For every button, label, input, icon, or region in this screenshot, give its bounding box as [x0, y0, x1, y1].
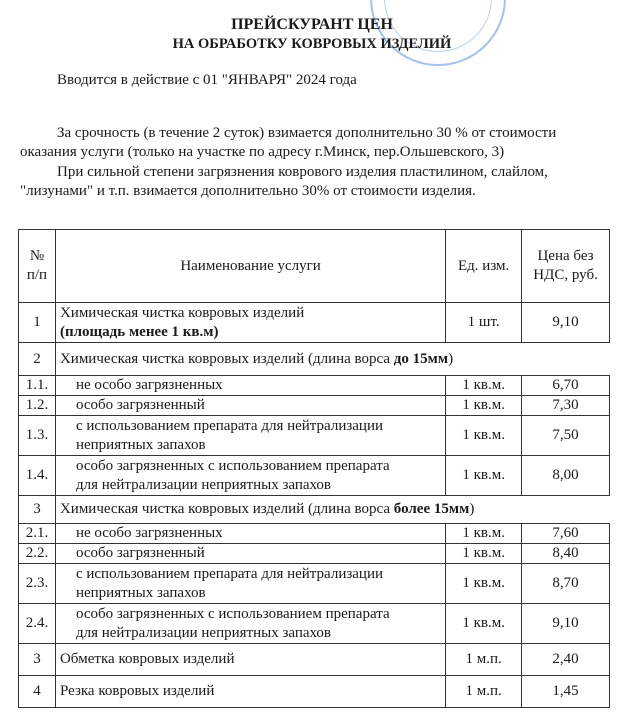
- row-num: 1.1.: [18, 375, 56, 396]
- page-subtitle: НА ОБРАБОТКУ КОВРОВЫХ ИЗДЕЛИЙ: [172, 36, 452, 52]
- row-price: 2,40: [521, 643, 610, 676]
- row-price: 9,10: [521, 302, 610, 343]
- row-name: с использованием препарата для нейтрализ…: [54, 415, 447, 456]
- note-1-line-1: За срочность (в течение 2 суток) взимает…: [57, 125, 557, 141]
- row-unit: 1 кв.м.: [445, 563, 523, 604]
- row-unit: 1 кв.м.: [445, 543, 523, 564]
- note-1-line-2: оказания услуги (только на участке по ад…: [20, 144, 505, 160]
- table-row: 1.2. особо загрязненный 1 кв.м. 7,30: [18, 395, 610, 416]
- table-row: 2.1. не особо загрязненных 1 кв.м. 7,60: [18, 523, 610, 544]
- row-unit: 1 кв.м.: [445, 375, 523, 396]
- table-row: 1.3. с использованием препарата для нейт…: [18, 415, 610, 456]
- row-unit: 1 кв.м.: [445, 523, 523, 544]
- row-price: 7,50: [521, 415, 610, 456]
- row-price: 7,30: [521, 395, 610, 416]
- table-row: 1.4. особо загрязненных с использованием…: [18, 455, 610, 496]
- group-name: Химическая чистка ковровых изделий (длин…: [54, 495, 610, 524]
- note-2-line-1: При сильной степени загрязнения ковровог…: [57, 164, 548, 180]
- row-unit: 1 кв.м.: [445, 455, 523, 496]
- row-price: 8,00: [521, 455, 610, 496]
- group-name: Химическая чистка ковровых изделий (длин…: [54, 342, 610, 376]
- row-num: 4: [18, 675, 56, 708]
- row-name: особо загрязненных с использованием преп…: [54, 603, 447, 644]
- header-price: Цена без НДС, руб.: [521, 229, 610, 303]
- row-name: с использованием препарата для нейтрализ…: [54, 563, 447, 604]
- row-num: 2.2.: [18, 543, 56, 564]
- row-name: не особо загрязненных: [54, 523, 447, 544]
- row-num: 1.2.: [18, 395, 56, 416]
- row-num: 3: [18, 643, 56, 676]
- row-name: Резка ковровых изделий: [54, 675, 447, 708]
- table-row: 2.2. особо загрязненный 1 кв.м. 8,40: [18, 543, 610, 564]
- group-row: 3 Химическая чистка ковровых изделий (дл…: [18, 495, 610, 524]
- row-name: особо загрязненный: [54, 395, 447, 416]
- row-unit: 1 м.п.: [445, 675, 523, 708]
- row-num: 1.4.: [18, 455, 56, 496]
- row-num: 1.3.: [18, 415, 56, 456]
- row-price: 1,45: [521, 675, 610, 708]
- row-price: 6,70: [521, 375, 610, 396]
- row-price: 7,60: [521, 523, 610, 544]
- row-name: особо загрязненный: [54, 543, 447, 564]
- effective-date: Вводится в действие с 01 "ЯНВАРЯ" 2024 г…: [57, 72, 357, 88]
- row-price: 8,70: [521, 563, 610, 604]
- row-unit: 1 шт.: [445, 302, 523, 343]
- row-unit: 1 кв.м.: [445, 395, 523, 416]
- row-name: особо загрязненных с использованием преп…: [54, 455, 447, 496]
- header-name: Наименование услуги: [54, 229, 447, 303]
- row-price: 8,40: [521, 543, 610, 564]
- page-title: ПРЕЙСКУРАНТ ЦЕН: [231, 16, 393, 33]
- table-row: 4 Резка ковровых изделий 1 м.п. 1,45: [18, 675, 610, 708]
- row-num: 2.3.: [18, 563, 56, 604]
- price-table: № п/п Наименование услуги Ед. изм. Цена б…: [18, 229, 610, 708]
- note-2-line-2: "лизунами" и т.п. взимается дополнительн…: [20, 183, 476, 199]
- table-row: 2.3. с использованием препарата для нейт…: [18, 563, 610, 604]
- header-unit: Ед. изм.: [445, 229, 523, 303]
- row-price: 9,10: [521, 603, 610, 644]
- table-row: 2.4. особо загрязненных с использованием…: [18, 603, 610, 644]
- row-num: 3: [18, 495, 56, 524]
- row-name: не особо загрязненных: [54, 375, 447, 396]
- row-unit: 1 кв.м.: [445, 415, 523, 456]
- row-num: 1: [18, 302, 56, 343]
- group-row: 2 Химическая чистка ковровых изделий (дл…: [18, 342, 610, 376]
- header-num: № п/п: [18, 229, 56, 303]
- table-row: 1 Химическая чистка ковровых изделий (пло…: [18, 302, 610, 343]
- table-row: 3 Обметка ковровых изделий 1 м.п. 2,40: [18, 643, 610, 676]
- table-row: 1.1. не особо загрязненных 1 кв.м. 6,70: [18, 375, 610, 396]
- row-num: 2.4.: [18, 603, 56, 644]
- table-header: № п/п Наименование услуги Ед. изм. Цена б…: [18, 229, 610, 303]
- row-unit: 1 м.п.: [445, 643, 523, 676]
- row-num: 2.1.: [18, 523, 56, 544]
- row-name: Обметка ковровых изделий: [54, 643, 447, 676]
- row-unit: 1 кв.м.: [445, 603, 523, 644]
- row-name: Химическая чистка ковровых изделий (площа…: [54, 302, 447, 343]
- row-num: 2: [18, 342, 56, 376]
